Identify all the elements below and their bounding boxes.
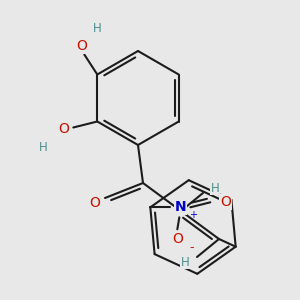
Text: N: N	[175, 200, 186, 214]
Text: O: O	[58, 122, 69, 136]
Text: H: H	[93, 22, 102, 35]
Text: H: H	[39, 141, 48, 154]
Text: O: O	[90, 196, 101, 210]
Text: +: +	[189, 210, 197, 220]
Text: -: -	[189, 241, 194, 254]
Text: H: H	[181, 256, 189, 268]
Text: O: O	[220, 195, 231, 209]
Text: O: O	[76, 40, 87, 53]
Text: H: H	[211, 182, 219, 194]
Text: O: O	[172, 232, 183, 246]
